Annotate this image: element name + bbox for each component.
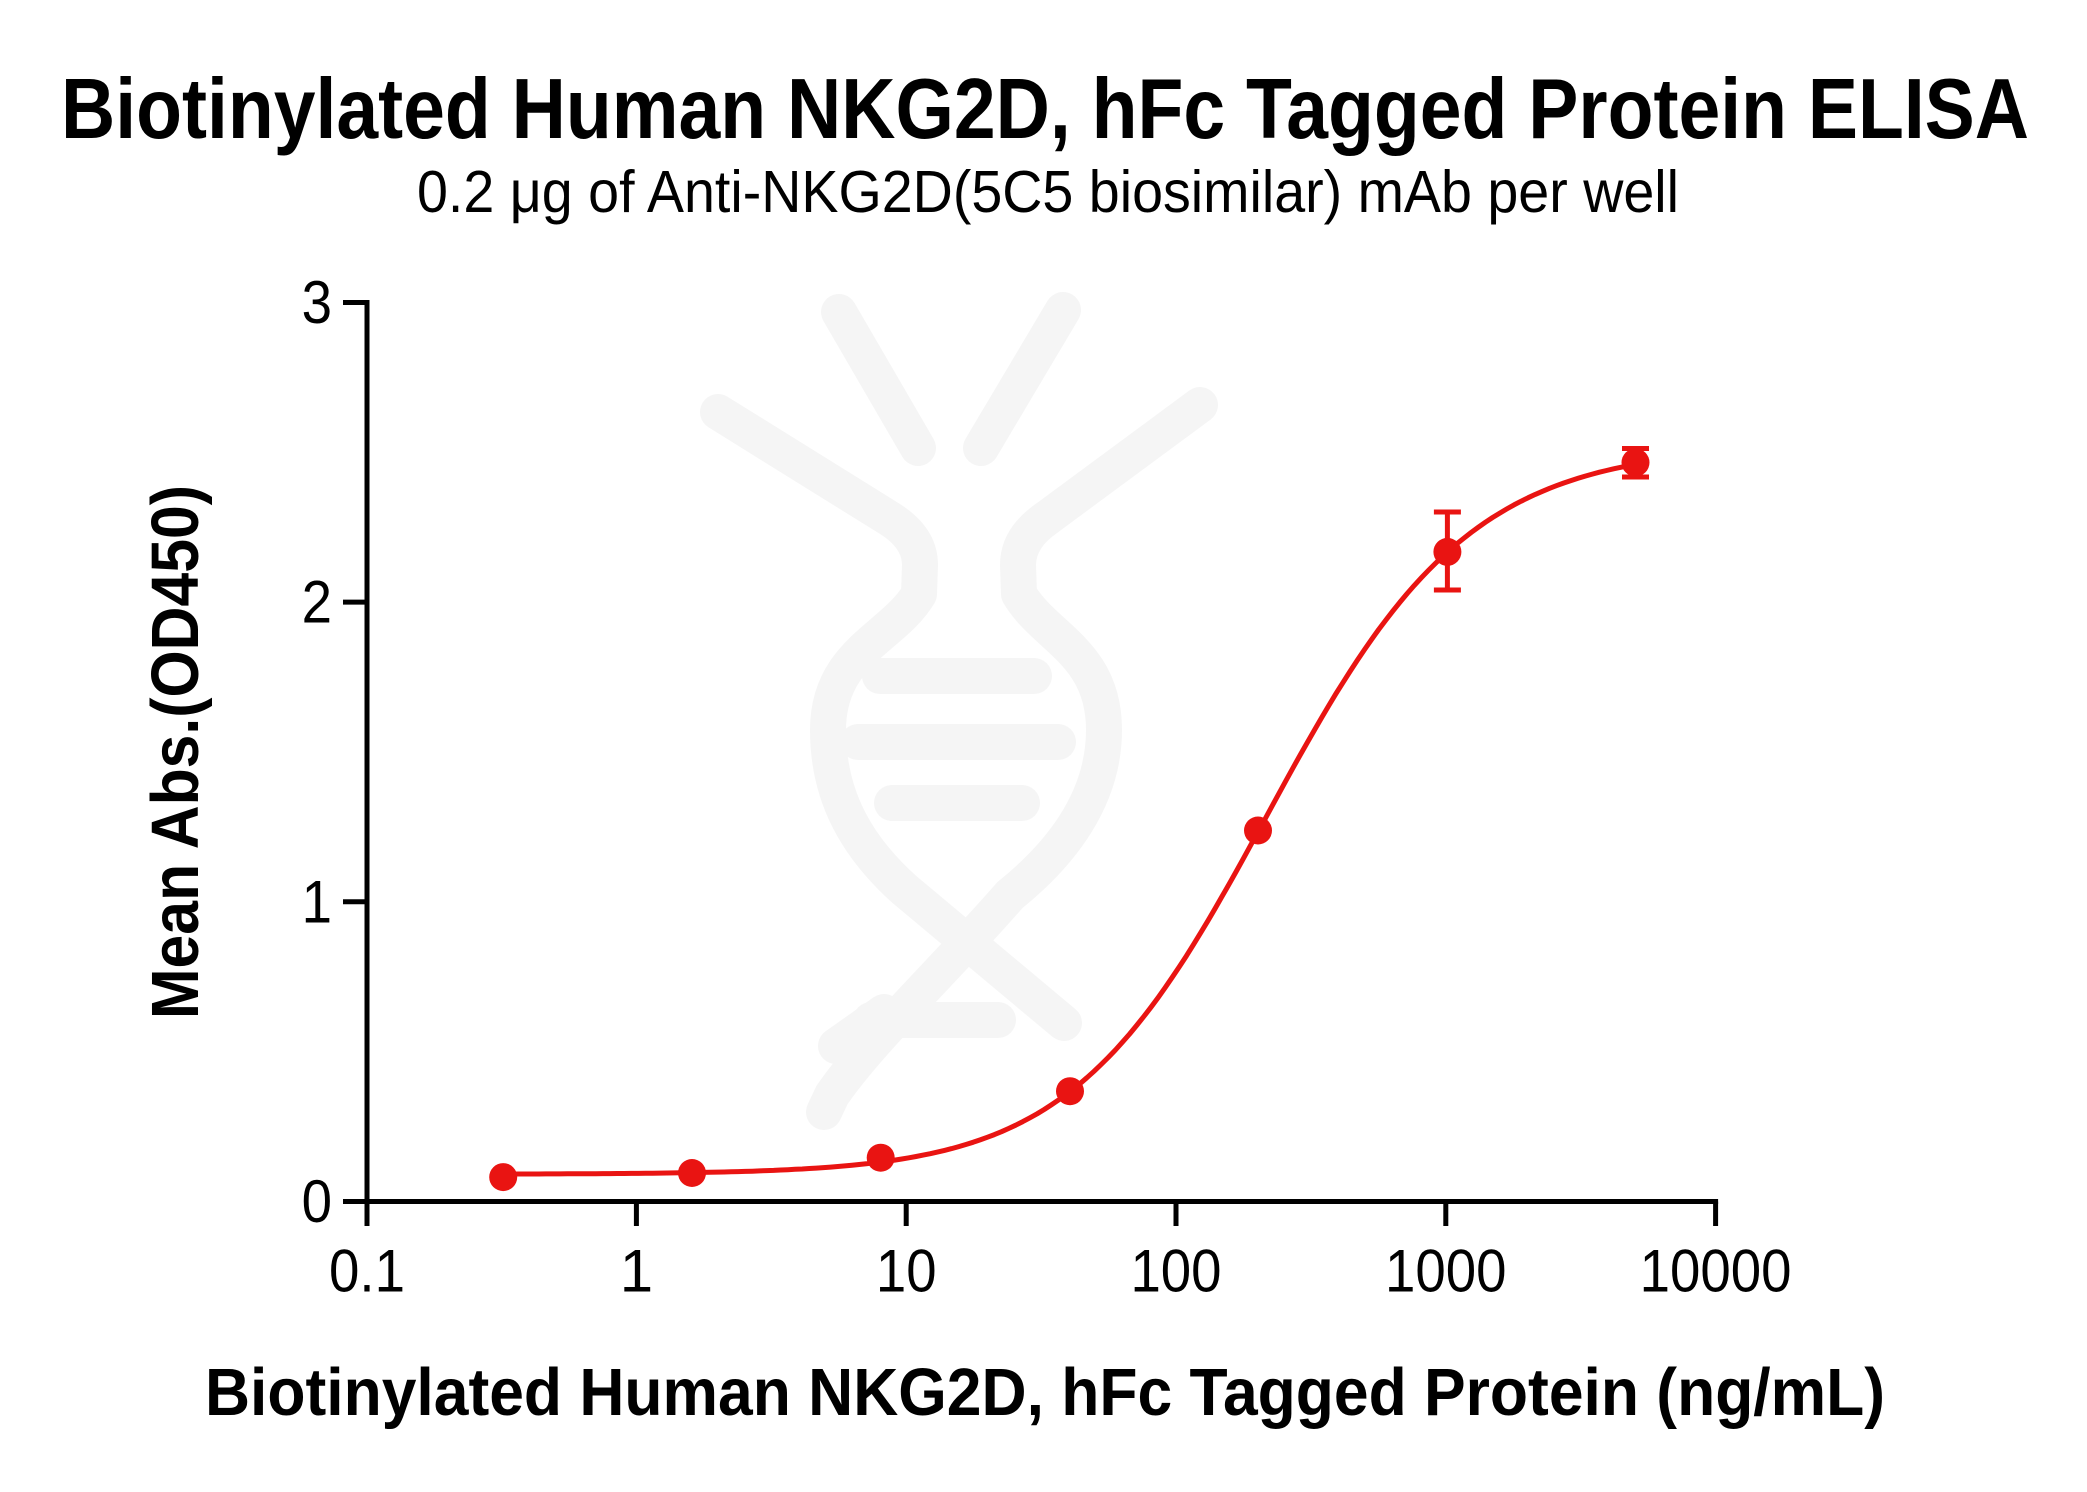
svg-text:10000: 10000 (1640, 1238, 1792, 1305)
svg-text:2: 2 (302, 569, 332, 636)
svg-text:Biotinylated Human NKG2D, hFc: Biotinylated Human NKG2D, hFc Tagged Pro… (61, 62, 2029, 157)
svg-text:Biotinylated Human NKG2D, hFc: Biotinylated Human NKG2D, hFc Tagged Pro… (205, 1355, 1885, 1430)
svg-text:0: 0 (302, 1168, 332, 1235)
svg-text:3: 3 (302, 269, 332, 336)
svg-text:10: 10 (876, 1238, 937, 1305)
svg-text:100: 100 (1130, 1238, 1221, 1305)
svg-text:1: 1 (620, 1238, 653, 1305)
svg-text:Mean Abs.(OD450): Mean Abs.(OD450) (138, 485, 213, 1019)
svg-text:1: 1 (302, 868, 332, 935)
svg-text:1000: 1000 (1385, 1238, 1507, 1305)
svg-text:0.2 μg of Anti-NKG2D(5C5 biosi: 0.2 μg of Anti-NKG2D(5C5 biosimilar) mAb… (417, 159, 1679, 225)
svg-text:0.1: 0.1 (329, 1238, 405, 1305)
